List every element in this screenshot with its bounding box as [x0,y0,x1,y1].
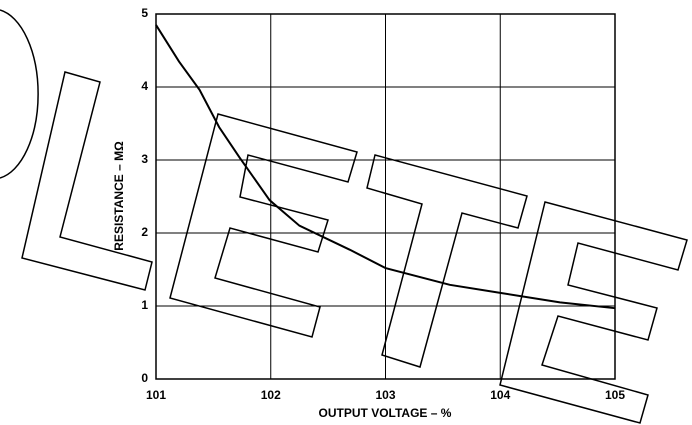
watermark-letter [499,201,688,424]
y-axis-label: RESISTANCE – MΩ [112,141,126,251]
obsolete-watermark [0,9,688,424]
x-tick-label: 104 [490,388,510,402]
y-tick-label: 0 [141,371,148,385]
y-tick-label: 2 [141,225,148,239]
y-tick-label: 5 [141,6,148,20]
y-tick-label: 4 [141,79,148,93]
x-tick-label: 103 [375,388,395,402]
watermark-letter [169,113,358,338]
watermark-letter [366,154,528,368]
watermark-letter [0,9,39,179]
x-tick-label: 105 [605,388,625,402]
x-tick-label: 101 [146,388,166,402]
watermark-letter [21,71,153,291]
x-tick-label: 102 [261,388,281,402]
data-line [155,24,616,310]
y-tick-label: 1 [141,298,148,312]
y-tick-label: 3 [141,152,148,166]
x-axis-label: OUTPUT VOLTAGE – % [319,406,452,420]
